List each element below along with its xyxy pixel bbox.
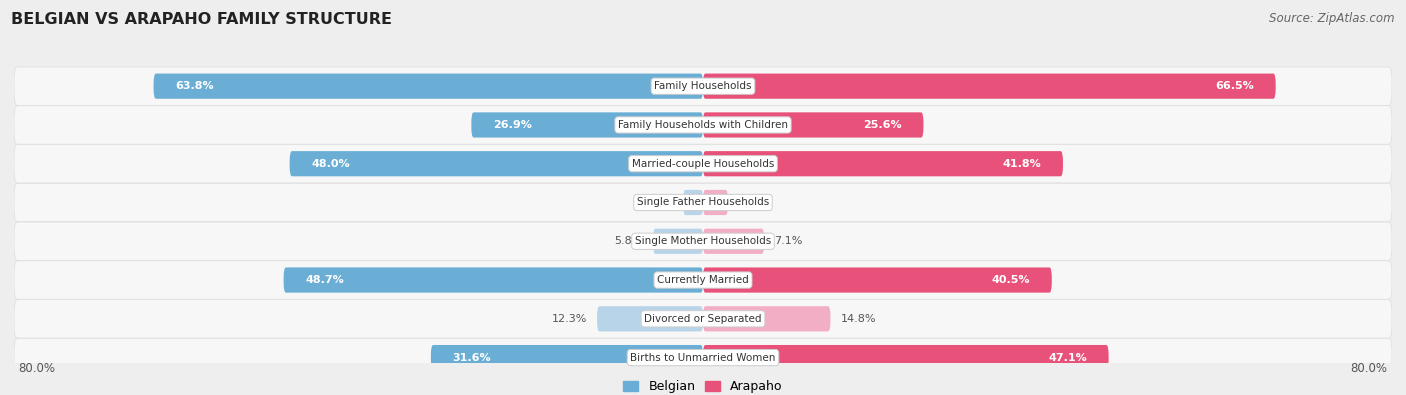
- FancyBboxPatch shape: [703, 112, 924, 137]
- FancyBboxPatch shape: [14, 183, 1392, 222]
- Text: 41.8%: 41.8%: [1002, 159, 1042, 169]
- FancyBboxPatch shape: [703, 73, 1275, 99]
- FancyBboxPatch shape: [14, 145, 1392, 183]
- FancyBboxPatch shape: [703, 306, 831, 331]
- FancyBboxPatch shape: [703, 267, 1052, 293]
- Text: 7.1%: 7.1%: [775, 236, 803, 246]
- Text: 80.0%: 80.0%: [18, 362, 55, 375]
- FancyBboxPatch shape: [290, 151, 703, 176]
- Text: 48.7%: 48.7%: [305, 275, 344, 285]
- Text: 80.0%: 80.0%: [1351, 362, 1388, 375]
- FancyBboxPatch shape: [703, 190, 728, 215]
- FancyBboxPatch shape: [14, 222, 1392, 260]
- FancyBboxPatch shape: [153, 73, 703, 99]
- Text: 14.8%: 14.8%: [841, 314, 876, 324]
- Text: BELGIAN VS ARAPAHO FAMILY STRUCTURE: BELGIAN VS ARAPAHO FAMILY STRUCTURE: [11, 12, 392, 27]
- FancyBboxPatch shape: [683, 190, 703, 215]
- FancyBboxPatch shape: [14, 339, 1392, 377]
- Text: Family Households with Children: Family Households with Children: [619, 120, 787, 130]
- FancyBboxPatch shape: [430, 345, 703, 370]
- FancyBboxPatch shape: [598, 306, 703, 331]
- Text: 66.5%: 66.5%: [1215, 81, 1254, 91]
- Text: 47.1%: 47.1%: [1049, 353, 1087, 363]
- FancyBboxPatch shape: [703, 345, 1108, 370]
- Text: 2.9%: 2.9%: [738, 198, 766, 207]
- FancyBboxPatch shape: [14, 106, 1392, 144]
- Text: 12.3%: 12.3%: [551, 314, 586, 324]
- FancyBboxPatch shape: [652, 229, 703, 254]
- FancyBboxPatch shape: [14, 261, 1392, 299]
- Text: Births to Unmarried Women: Births to Unmarried Women: [630, 353, 776, 363]
- Text: Currently Married: Currently Married: [657, 275, 749, 285]
- Text: 63.8%: 63.8%: [176, 81, 214, 91]
- Text: 31.6%: 31.6%: [453, 353, 491, 363]
- FancyBboxPatch shape: [703, 151, 1063, 176]
- Text: Single Mother Households: Single Mother Households: [636, 236, 770, 246]
- Text: Divorced or Separated: Divorced or Separated: [644, 314, 762, 324]
- FancyBboxPatch shape: [284, 267, 703, 293]
- Text: Married-couple Households: Married-couple Households: [631, 159, 775, 169]
- FancyBboxPatch shape: [14, 300, 1392, 338]
- Text: 5.8%: 5.8%: [614, 236, 643, 246]
- Text: 25.6%: 25.6%: [863, 120, 901, 130]
- FancyBboxPatch shape: [703, 229, 763, 254]
- Legend: Belgian, Arapaho: Belgian, Arapaho: [619, 375, 787, 395]
- FancyBboxPatch shape: [14, 67, 1392, 105]
- Text: 2.3%: 2.3%: [644, 198, 673, 207]
- Text: Family Households: Family Households: [654, 81, 752, 91]
- Text: Single Father Households: Single Father Households: [637, 198, 769, 207]
- Text: 26.9%: 26.9%: [494, 120, 531, 130]
- FancyBboxPatch shape: [471, 112, 703, 137]
- Text: 40.5%: 40.5%: [991, 275, 1031, 285]
- Text: Source: ZipAtlas.com: Source: ZipAtlas.com: [1270, 12, 1395, 25]
- Text: 48.0%: 48.0%: [311, 159, 350, 169]
